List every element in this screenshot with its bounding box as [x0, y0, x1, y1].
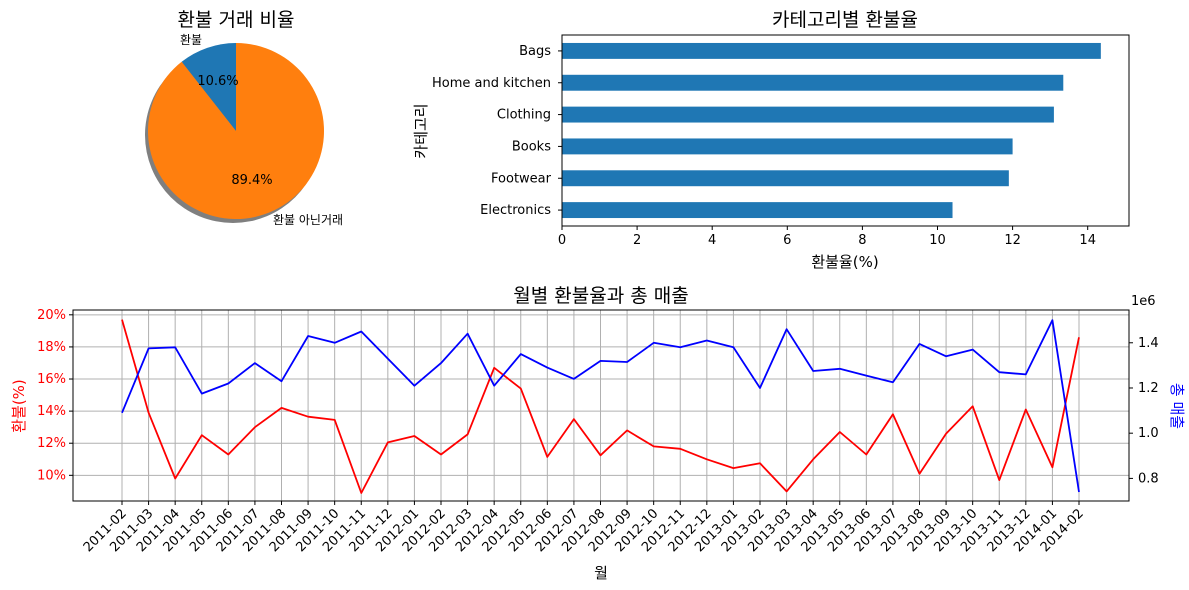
line-left-y-tick-label: 18% — [37, 340, 66, 355]
line-left-y-tick-label: 10% — [37, 468, 66, 483]
bar-x-tick-label: 0 — [558, 233, 566, 248]
bar-y-tick-label: Clothing — [497, 108, 551, 123]
pie-label-refund: 환불 — [180, 33, 202, 47]
line-right-y-axis-label: 총 매출 — [1168, 383, 1186, 429]
total-sales-line — [121, 319, 1080, 493]
bar-2 — [562, 106, 1054, 123]
line-right-y-tick-label: 0.8 — [1138, 471, 1159, 486]
line-right-y-ticks: 0.8 1.0 1.2 1.4 — [1129, 336, 1159, 486]
pie-slice-1 — [148, 43, 325, 220]
bar-plot-frame — [561, 34, 1130, 227]
bar-chart: 카테고리별 환불율 Bags Home and kitchen Clothing Bo… — [412, 9, 1130, 271]
bar-x-ticks: 0 2 4 6 8 10 12 14 — [558, 226, 1096, 248]
line-chart: 월별 환불율과 총 매출 10% 12% 14% 16% 18% 20% 0.8 1.0 1.… — [10, 285, 1186, 582]
bar-x-axis-label: 환불율(%) — [811, 253, 878, 271]
line-left-y-tick-label: 14% — [37, 404, 66, 419]
bar-0 — [562, 42, 1101, 59]
line-right-y-tick-label: 1.0 — [1138, 426, 1159, 441]
bar-y-tick-label: Books — [512, 139, 551, 154]
line-left-y-axis-label: 환불(%) — [10, 379, 28, 433]
pie-slice-0 — [181, 43, 236, 131]
bar-x-tick-label: 8 — [858, 233, 866, 248]
line-grid — [73, 310, 1129, 501]
bar-x-tick-label: 10 — [929, 233, 946, 248]
line-right-multiplier: 1e6 — [1131, 294, 1156, 309]
bar-y-tick-label: Electronics — [480, 203, 551, 218]
bar-5 — [562, 202, 953, 219]
line-x-axis-label: 월 — [594, 564, 608, 582]
bar-4 — [562, 170, 1009, 187]
pie-pct-refund: 10.6% — [197, 74, 238, 89]
line-left-y-tick-label: 20% — [37, 308, 66, 323]
line-title: 월별 환불율과 총 매출 — [513, 285, 688, 307]
line-series — [121, 319, 1080, 494]
bar-y-axis-label: 카테고리 — [412, 103, 430, 158]
line-right-y-tick-label: 1.4 — [1138, 336, 1159, 351]
bar-title: 카테고리별 환불율 — [772, 9, 918, 31]
line-right-y-tick-label: 1.2 — [1138, 381, 1159, 396]
pie-pct-nonrefund: 89.4% — [231, 173, 272, 188]
bar-y-tick-label: Home and kitchen — [432, 76, 551, 91]
bar-bars — [562, 42, 1101, 219]
line-left-y-tick-label: 12% — [37, 436, 66, 451]
bar-y-tick-label: Footwear — [491, 171, 552, 186]
bar-x-tick-label: 6 — [783, 233, 791, 248]
bar-3 — [562, 138, 1013, 155]
pie-slices — [148, 43, 325, 220]
pie-label-nonrefund: 환불 아닌거래 — [273, 213, 343, 227]
line-left-y-tick-label: 16% — [37, 372, 66, 387]
bar-y-tick-label: Bags — [519, 44, 551, 59]
bar-x-tick-label: 12 — [1004, 233, 1021, 248]
line-x-ticks: 2011-022011-032011-042011-052011-062011-… — [81, 501, 1087, 555]
bar-x-tick-label: 14 — [1079, 233, 1096, 248]
line-left-y-ticks: 10% 12% 14% 16% 18% 20% — [37, 308, 73, 483]
bar-x-tick-label: 4 — [708, 233, 716, 248]
pie-title: 환불 거래 비율 — [178, 9, 295, 31]
refund-rate-line — [121, 319, 1080, 494]
pie-chart: 환불 거래 비율 환불 환불 아닌거래 10.6% 89.4% — [145, 9, 343, 227]
bar-x-tick-label: 2 — [633, 233, 641, 248]
bar-y-ticks: Bags Home and kitchen Clothing Books Footwea… — [432, 44, 562, 218]
bar-1 — [562, 74, 1064, 91]
